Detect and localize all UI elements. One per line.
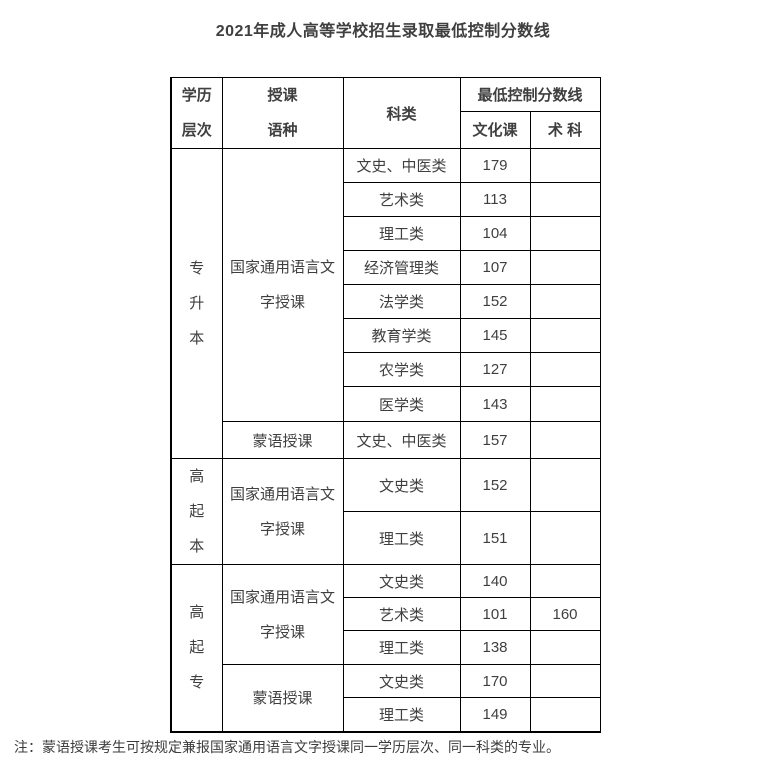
level-cell: 专 升 本 (170, 148, 223, 459)
skill-score-cell: 160 (529, 597, 601, 631)
category-cell: 文史、中医类 (342, 148, 461, 183)
skill-score-cell (529, 564, 601, 598)
skill-score-cell (529, 352, 601, 387)
table-row: 高 起 本 国家通用语言文 字授课 文史类 152 (170, 458, 601, 565)
header-row-1: 学历 层次 授课 语种 科类 最低控制分数线 (170, 77, 601, 149)
header-language-cell: 授课 语种 (221, 77, 344, 149)
level-cell: 高 起 专 (170, 564, 223, 732)
category-cell: 理工类 (342, 630, 461, 665)
table-row: 专 升 本 国家通用语言文 字授课 文史、中医类 179 (170, 148, 601, 459)
culture-score-cell: 179 (459, 148, 531, 183)
culture-score-cell: 107 (459, 250, 531, 285)
skill-score-cell (529, 148, 601, 183)
table-row: 法学类 152 (171, 284, 601, 319)
skill-score-cell (529, 511, 601, 565)
skill-score-cell (529, 318, 601, 353)
category-cell: 农学类 (342, 352, 461, 387)
category-cell: 教育学类 (342, 318, 461, 353)
culture-score-cell: 127 (459, 352, 531, 387)
culture-score-cell: 152 (459, 458, 531, 512)
skill-score-cell (529, 630, 601, 665)
culture-score-cell: 104 (459, 216, 531, 251)
language-cell: 蒙语授课 (221, 664, 344, 732)
header-level-cell: 学历 层次 (170, 77, 223, 149)
skill-score-cell (529, 182, 601, 217)
table-row: 高 起 专 国家通用语言文 字授课 文史类 140 (170, 564, 601, 732)
language-cell: 国家通用语言文 字授课 (221, 148, 344, 422)
table-row: 经济管理类 107 (171, 250, 601, 285)
level-cell: 高 起 本 (170, 458, 223, 565)
score-table: 学历 层次 授课 语种 科类 最低控制分数线 文化课 术 科 专 升 本 国家通… (170, 77, 601, 733)
skill-score-cell (529, 386, 601, 422)
table-row: 理工类 151 (171, 511, 601, 565)
culture-score-cell: 101 (459, 597, 531, 631)
header-category-cell: 科类 (342, 77, 461, 149)
header-row-2: 文化课 术 科 (171, 110, 601, 150)
table-row: 艺术类 113 (171, 182, 601, 217)
table-row: 农学类 127 (171, 352, 601, 387)
category-cell: 艺术类 (342, 597, 461, 631)
skill-score-cell (529, 697, 601, 732)
category-cell: 经济管理类 (342, 250, 461, 285)
footnote: 注：蒙语授课考生可按规定兼报国家通用语言文字授课同一学历层次、同一科类的专业。 (14, 739, 560, 755)
skill-score-cell (529, 458, 601, 512)
culture-score-cell: 157 (459, 421, 531, 459)
culture-score-cell: 170 (459, 664, 531, 698)
table-row: 医学类 143 (171, 386, 601, 422)
language-cell: 国家通用语言文 字授课 (221, 564, 344, 665)
header-culture-cell: 文化课 (459, 110, 531, 150)
culture-score-cell: 151 (459, 511, 531, 565)
category-cell: 理工类 (342, 511, 461, 565)
culture-score-cell: 138 (459, 630, 531, 665)
page-title: 2021年成人高等学校招生录取最低控制分数线 (215, 23, 551, 40)
category-cell: 法学类 (342, 284, 461, 319)
category-cell: 理工类 (342, 697, 461, 732)
category-cell: 理工类 (342, 216, 461, 251)
culture-score-cell: 143 (459, 386, 531, 422)
culture-score-cell: 145 (459, 318, 531, 353)
culture-score-cell: 140 (459, 564, 531, 598)
category-cell: 文史、中医类 (342, 421, 461, 459)
header-skill-cell: 术 科 (529, 110, 601, 150)
table-row: 蒙语授课 文史、中医类 157 (171, 421, 601, 459)
skill-score-cell (529, 250, 601, 285)
language-cell: 蒙语授课 (221, 421, 344, 459)
table-row: 理工类 104 (171, 216, 601, 251)
header-score-group-cell: 最低控制分数线 (459, 77, 601, 112)
category-cell: 文史类 (342, 458, 461, 512)
table-row: 理工类 149 (171, 697, 601, 732)
category-cell: 文史类 (342, 564, 461, 598)
culture-score-cell: 113 (459, 182, 531, 217)
category-cell: 医学类 (342, 386, 461, 422)
culture-score-cell: 152 (459, 284, 531, 319)
language-cell: 国家通用语言文 字授课 (221, 458, 344, 565)
skill-score-cell (529, 421, 601, 459)
skill-score-cell (529, 664, 601, 698)
culture-score-cell: 149 (459, 697, 531, 732)
skill-score-cell (529, 216, 601, 251)
skill-score-cell (529, 284, 601, 319)
table-row: 蒙语授课 文史类 170 (171, 664, 601, 732)
category-cell: 文史类 (342, 664, 461, 698)
category-cell: 艺术类 (342, 182, 461, 217)
